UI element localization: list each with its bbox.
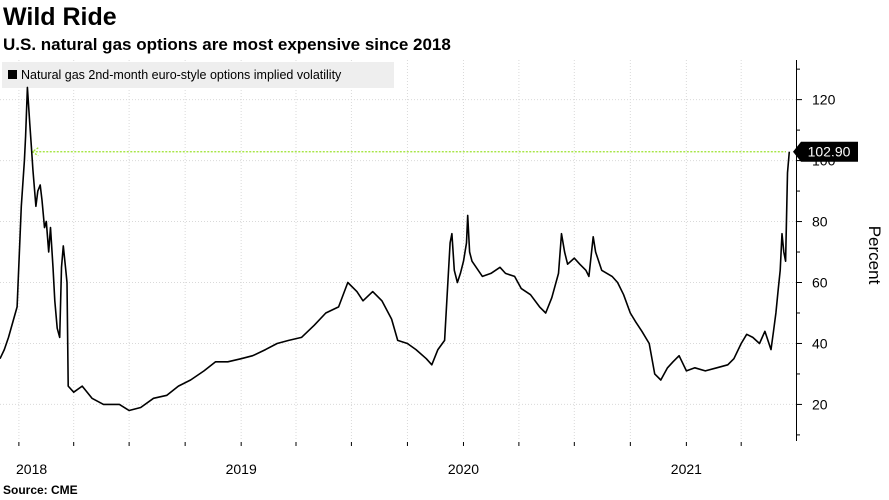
x-tick-label-2020: 2020 [448, 461, 479, 477]
label-layer: 20 40 60 80 100 120 2018 2019 2020 2021 Percent [16, 92, 884, 477]
y-tick-label-80: 80 [812, 214, 828, 230]
y-tick-label-40: 40 [812, 335, 828, 351]
y-tick-label-120: 120 [812, 92, 836, 108]
x-tick-label-2021: 2021 [671, 461, 702, 477]
value-callout-label: 102.90 [808, 144, 851, 160]
chart-subtitle: U.S. natural gas options are most expens… [3, 35, 451, 54]
reference-layer [31, 147, 786, 157]
x-tick-label-2019: 2019 [226, 461, 257, 477]
value-callout-box [793, 141, 858, 162]
series-line-0 [0, 86, 791, 412]
legend-entry: Natural gas 2nd-month euro-style options… [21, 68, 342, 82]
grid-lines [0, 60, 796, 441]
axes [18, 60, 802, 446]
legend-box [2, 62, 394, 88]
y-tick-label-100: 100 [812, 153, 836, 169]
y-axis-label: Percent [865, 226, 884, 285]
legend: Natural gas 2nd-month euro-style options… [2, 62, 394, 88]
y-tick-label-60: 60 [812, 275, 828, 291]
series-layer [0, 86, 791, 412]
legend-swatch [8, 70, 17, 79]
callout-layer: 102.90 [793, 141, 858, 162]
y-tick-label-20: 20 [812, 396, 828, 412]
chart-title: Wild Ride [3, 3, 117, 31]
x-tick-label-2018: 2018 [16, 461, 47, 477]
source-note: Source: CME [3, 483, 78, 497]
